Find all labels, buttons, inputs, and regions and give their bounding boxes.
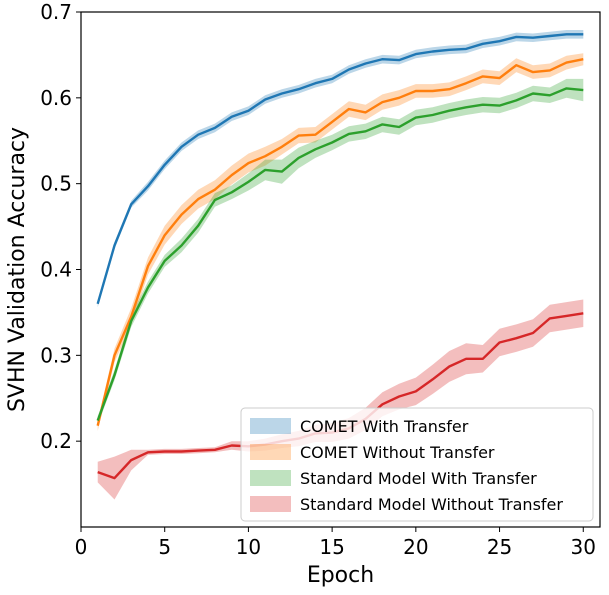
legend-swatch bbox=[250, 444, 291, 460]
x-axis: 0 5 10 15 20 25 30 bbox=[75, 527, 596, 559]
x-tick-label: 30 bbox=[571, 535, 596, 559]
y-axis: 0.2 0.3 0.4 0.5 0.6 0.7 bbox=[40, 0, 81, 453]
x-tick-label: 20 bbox=[403, 535, 428, 559]
band-series-2 bbox=[97, 78, 584, 425]
legend-label: Standard Model Without Transfer bbox=[300, 495, 563, 514]
legend-label: Standard Model With Transfer bbox=[300, 469, 537, 488]
x-tick-label: 0 bbox=[75, 535, 88, 559]
line-series-0 bbox=[96, 33, 584, 305]
line-series-2 bbox=[96, 87, 584, 422]
legend-label: COMET With Transfer bbox=[300, 417, 469, 436]
y-tick-label: 0.3 bbox=[40, 343, 72, 367]
legend-swatch bbox=[250, 496, 291, 512]
legend: COMET With Transfer COMET Without Transfe… bbox=[240, 407, 594, 522]
y-tick-label: 0.4 bbox=[40, 258, 72, 282]
x-tick-label: 10 bbox=[236, 535, 261, 559]
x-axis-label: Epoch bbox=[307, 563, 374, 588]
y-tick-label: 0.7 bbox=[40, 0, 72, 24]
x-tick-label: 5 bbox=[158, 535, 171, 559]
y-axis-label: SVHN Validation Accuracy bbox=[5, 127, 30, 412]
x-tick-label: 15 bbox=[319, 535, 344, 559]
legend-label: COMET Without Transfer bbox=[300, 443, 495, 462]
legend-swatch bbox=[250, 418, 291, 434]
x-tick-label: 25 bbox=[487, 535, 512, 559]
line-series-1 bbox=[96, 58, 584, 426]
y-tick-label: 0.6 bbox=[40, 86, 72, 110]
legend-swatch bbox=[250, 470, 291, 486]
y-tick-label: 0.2 bbox=[40, 429, 72, 453]
y-tick-label: 0.5 bbox=[40, 172, 72, 196]
legend-box bbox=[240, 407, 594, 522]
